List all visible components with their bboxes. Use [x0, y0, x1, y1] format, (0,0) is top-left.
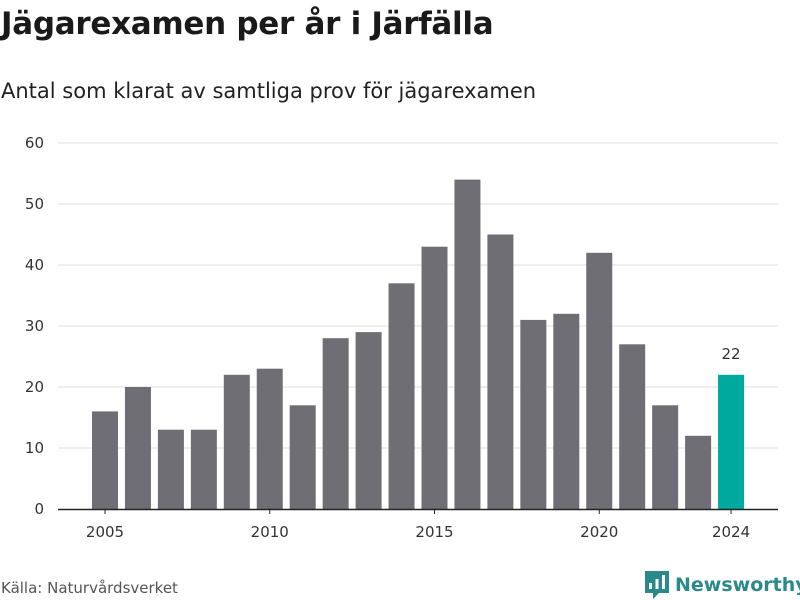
chart-title: Jägarexamen per år i Järfälla	[1, 6, 494, 42]
source-note: Källa: Naturvårdsverket	[1, 579, 178, 597]
bar-2007	[157, 429, 184, 509]
bar-2011	[289, 405, 316, 509]
y-tick-label-60: 60	[25, 134, 44, 152]
y-tick-label-50: 50	[25, 195, 44, 213]
bar-2020	[586, 252, 613, 510]
bar-2019	[553, 313, 580, 509]
brand-name: Newsworthy	[675, 574, 800, 596]
x-tick-label-2010: 2010	[251, 523, 289, 541]
bar-2012	[322, 338, 349, 509]
bar-2017	[487, 234, 514, 509]
bar-2016	[454, 179, 481, 509]
bar-2006	[124, 387, 151, 509]
bar-2008	[190, 429, 217, 509]
bar-2024	[718, 374, 745, 509]
y-tick-label-10: 10	[25, 439, 44, 457]
bar-2014	[388, 283, 415, 509]
x-tick-label-2020: 2020	[580, 523, 618, 541]
chart-subtitle: Antal som klarat av samtliga prov för jä…	[1, 79, 537, 103]
newsworthy-icon	[645, 571, 669, 599]
bar-2005	[92, 411, 118, 509]
x-tick-label-2005: 2005	[86, 523, 124, 541]
y-tick-label-20: 20	[25, 378, 44, 396]
x-tick-label-2024: 2024	[712, 523, 750, 541]
data-label-2024: 22	[722, 345, 741, 363]
x-tick-label-2015: 2015	[415, 523, 453, 541]
bar-2021	[619, 344, 646, 509]
y-tick-label-0: 0	[34, 500, 44, 518]
y-tick-label-30: 30	[25, 317, 44, 335]
y-tick-label-40: 40	[25, 256, 44, 274]
bar-2022	[652, 405, 679, 509]
bar-2023	[685, 435, 712, 509]
bar-2018	[520, 319, 547, 509]
brand-logo: Newsworthy	[645, 571, 800, 599]
bar-2009	[223, 374, 250, 509]
bar-chart: 0 10 20 30 40 50 60 2005 2010 2015 2020 2024 22	[25, 134, 778, 541]
bar-2010	[256, 368, 283, 509]
bar-2015	[421, 246, 448, 509]
bar-2013	[355, 332, 382, 509]
